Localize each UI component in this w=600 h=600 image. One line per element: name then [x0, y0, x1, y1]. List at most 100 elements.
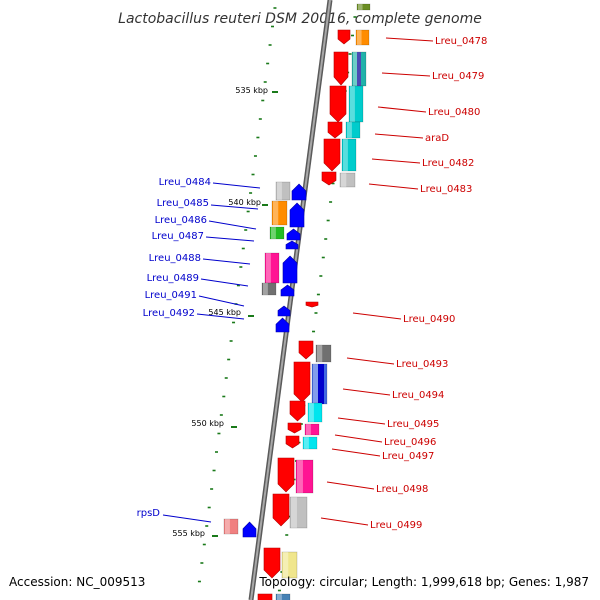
- gene-category-lreu-0478: [355, 29, 370, 46]
- gene-category-lreu-0498: [295, 459, 314, 494]
- gene-arrow-lreu-0490: [305, 301, 319, 308]
- gene-arrow-lreu-0492: [275, 317, 290, 333]
- gene-category-bottom-1: [281, 551, 298, 579]
- gene-label-lreu-0499[interactable]: Lreu_0499: [370, 520, 422, 531]
- gene-category-lreu-0497: [302, 436, 318, 450]
- gene-category-lreu-0484: [275, 181, 291, 201]
- leader-line: [346, 357, 395, 365]
- gene-arrow-lreu-0498: [277, 457, 295, 493]
- accession-text: Accession: NC_009513: [9, 575, 145, 589]
- gene-label-lreu-0487[interactable]: Lreu_0487: [152, 231, 204, 242]
- gene-category-lreu-0499-highlight: [291, 497, 297, 528]
- genome-title: Lactobacillus reuteri DSM 20016, complet…: [118, 11, 482, 27]
- gene-category-lreu-0488-highlight: [266, 253, 271, 283]
- leader-line: [198, 295, 245, 307]
- gene-label-lreu-0490[interactable]: Lreu_0490: [403, 314, 455, 325]
- leader-line: [374, 133, 424, 139]
- gene-arrow-lreu-0494: [293, 361, 311, 403]
- gene-arrow-lreu-0480: [329, 85, 347, 123]
- gene-category-lreu-0486-highlight: [271, 227, 276, 239]
- gene-arrow-arad: [327, 121, 343, 139]
- gene-category-bottom-1-highlight: [283, 552, 289, 578]
- gene-category-bottom-2-highlight: [277, 594, 282, 600]
- gene-category-arad-highlight: [347, 122, 352, 138]
- leader-line: [320, 517, 369, 526]
- gene-category-top: [356, 3, 371, 11]
- gene-label-lreu-0491[interactable]: Lreu_0491: [145, 290, 197, 301]
- leader-line: [381, 72, 431, 77]
- gene-arrow-lreu-0486: [286, 228, 301, 241]
- leader-line: [162, 514, 212, 523]
- leader-line: [202, 258, 251, 265]
- kbp-label-545: 545 kbp: [208, 308, 241, 317]
- gene-arrow-bottom-1: [263, 547, 281, 579]
- gene-label-lreu-0498[interactable]: Lreu_0498: [376, 484, 428, 495]
- gene-label-lreu-0489[interactable]: Lreu_0489: [147, 273, 199, 284]
- gene-category-lreu-0486: [269, 226, 285, 240]
- kbp-label-535: 535 kbp: [235, 86, 268, 95]
- gene-category-lreu-0479-highlight: [353, 52, 358, 86]
- leader-line: [352, 312, 402, 320]
- gene-category-lreu-0483: [339, 172, 356, 188]
- gene-label-lreu-0485[interactable]: Lreu_0485: [157, 198, 209, 209]
- gene-label-lreu-0486[interactable]: Lreu_0486: [155, 215, 207, 226]
- gene-category-lreu-0496-highlight: [306, 424, 311, 435]
- gene-category-stripe: [318, 364, 324, 404]
- leader-line: [205, 236, 255, 242]
- gene-label-lreu-0483[interactable]: Lreu_0483: [420, 184, 472, 195]
- gene-arrow-lreu-0495: [289, 400, 306, 422]
- gene-label-lreu-0497[interactable]: Lreu_0497: [382, 451, 434, 462]
- gene-label-lreu-0496[interactable]: Lreu_0496: [384, 437, 436, 448]
- gene-category-lreu-0489-highlight: [263, 283, 268, 295]
- gene-arrow-lreu-0491: [277, 305, 291, 317]
- gene-arrow-lreu-0499: [272, 493, 290, 527]
- leader-line: [200, 278, 249, 287]
- leader-line: [337, 417, 386, 425]
- gene-label-lreu-0478[interactable]: Lreu_0478: [435, 36, 487, 47]
- gene-label-lreu-0495[interactable]: Lreu_0495: [387, 419, 439, 430]
- gene-arrow-lreu-0485: [289, 202, 305, 228]
- gene-category-lreu-0499: [289, 496, 308, 529]
- gene-category-lreu-0485-highlight: [273, 201, 279, 225]
- gene-label-rpsd[interactable]: rpsD: [137, 508, 161, 519]
- gene-category-lreu-0482-highlight: [343, 139, 348, 171]
- gene-arrow-lreu-0497: [285, 435, 300, 449]
- gene-label-arad[interactable]: araD: [425, 133, 449, 144]
- gene-category-lreu-0483-highlight: [341, 173, 347, 187]
- leader-line: [208, 220, 257, 230]
- gene-label-lreu-0484[interactable]: Lreu_0484: [159, 177, 211, 188]
- gene-category-lreu-0496: [304, 423, 320, 436]
- kbp-label-550: 550 kbp: [191, 419, 224, 428]
- leader-line: [377, 106, 427, 113]
- gene-label-lreu-0479[interactable]: Lreu_0479: [432, 71, 484, 82]
- gene-label-lreu-0480[interactable]: Lreu_0480: [428, 107, 480, 118]
- leader-line: [371, 158, 421, 164]
- gene-label-lreu-0493[interactable]: Lreu_0493: [396, 359, 448, 370]
- gene-category-lreu-0495-highlight: [309, 403, 314, 422]
- gene-category-top-highlight: [358, 4, 363, 10]
- gene-arrow-lreu-0482: [323, 138, 341, 172]
- gene-category-arad: [345, 121, 361, 139]
- gene-label-lreu-0488[interactable]: Lreu_0488: [149, 253, 201, 264]
- gene-arrows: [223, 3, 371, 600]
- gene-label-lreu-0482[interactable]: Lreu_0482: [422, 158, 474, 169]
- leader-line: [210, 204, 259, 210]
- leader-line: [368, 183, 419, 190]
- leader-line: [331, 448, 381, 457]
- gene-category-lreu-0498-highlight: [297, 460, 303, 493]
- gene-arrow-lreu-0489: [280, 284, 295, 297]
- gene-category-lreu-0495: [307, 402, 323, 423]
- leader-line: [212, 182, 261, 189]
- gene-arrow-lreu-0487: [285, 240, 299, 250]
- leader-line: [342, 388, 391, 396]
- genome-backbone: [248, 0, 333, 600]
- gene-category-lreu-0494-highlight: [313, 364, 319, 404]
- gene-category-rpsd-highlight: [225, 519, 230, 534]
- gene-arrow-lreu-0493: [298, 340, 314, 360]
- kbp-label-555: 555 kbp: [172, 529, 205, 538]
- gene-label-lreu-0494[interactable]: Lreu_0494: [392, 390, 444, 401]
- label-leaders: [162, 37, 434, 526]
- gene-category-lreu-0484-highlight: [277, 182, 282, 200]
- gene-category-lreu-0489: [261, 282, 277, 296]
- gene-label-lreu-0492[interactable]: Lreu_0492: [143, 308, 195, 319]
